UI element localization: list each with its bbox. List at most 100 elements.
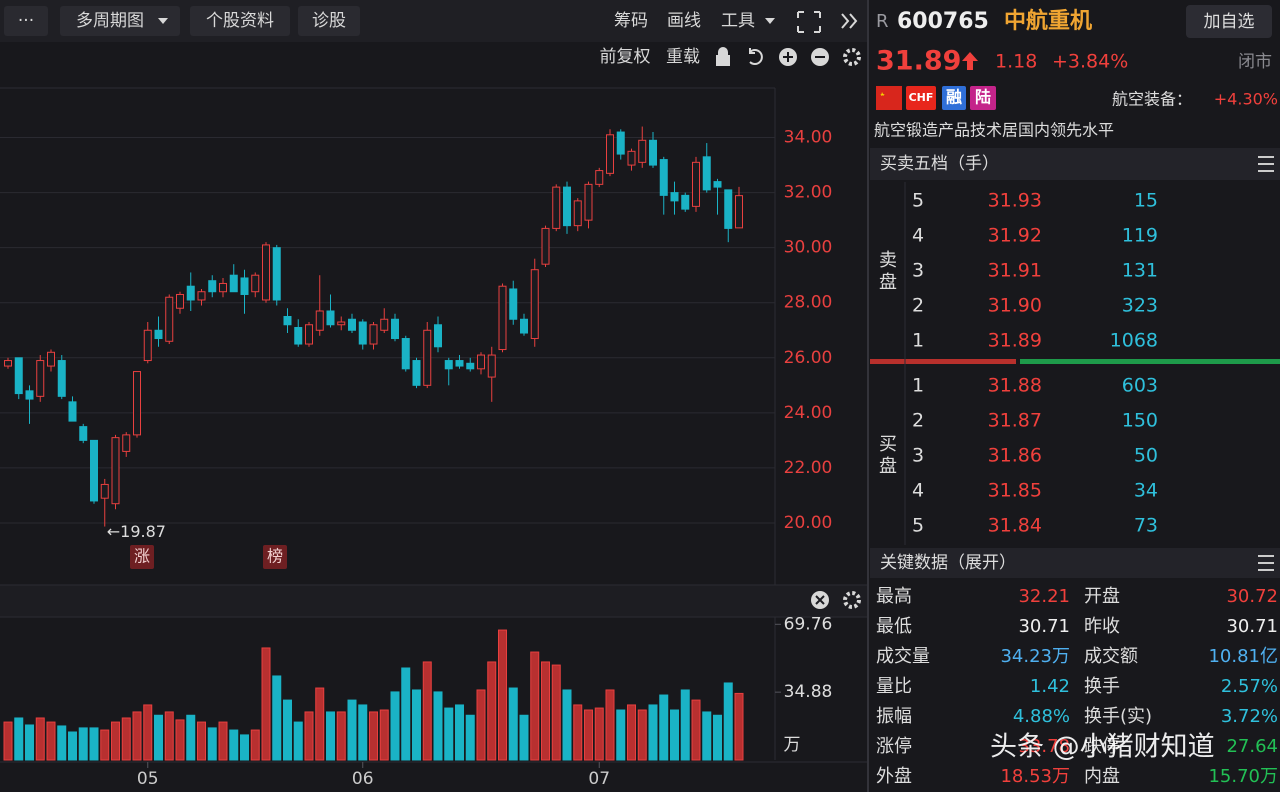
quote-price: 31.89 xyxy=(876,46,961,77)
volume-bar xyxy=(68,731,77,761)
candle-body xyxy=(240,277,249,295)
volume-bar xyxy=(164,711,174,761)
volume-bar xyxy=(261,647,271,761)
candle-body xyxy=(100,483,109,499)
volume: 34 xyxy=(1134,480,1158,502)
volume-bar xyxy=(616,709,626,761)
more-button[interactable] xyxy=(4,6,48,36)
watermark: 头条 @小猪财知道 xyxy=(990,732,1215,763)
key-label: 内盘 xyxy=(1084,766,1120,787)
keydata-header xyxy=(870,548,1280,578)
candle-body xyxy=(627,150,636,166)
volume-bar xyxy=(562,689,572,761)
volume-bar xyxy=(573,704,583,761)
add-watchlist-label: 加自选 xyxy=(1204,12,1255,32)
candle-body xyxy=(541,227,550,265)
unit-label: 万 xyxy=(784,735,801,755)
event-label: 榜 xyxy=(267,547,283,566)
volume-bar xyxy=(422,661,432,761)
adjust-button[interactable]: 前复权 xyxy=(600,47,651,67)
settings-icon[interactable] xyxy=(843,48,861,66)
volume-bar xyxy=(240,734,249,761)
menu-icon[interactable] xyxy=(1258,555,1274,571)
sector-name: 航空装备： xyxy=(1112,90,1192,109)
diagnose-button[interactable] xyxy=(298,6,360,36)
key-value: 2.57% xyxy=(1221,676,1278,697)
volume-bar xyxy=(530,651,540,761)
tag-badge xyxy=(970,86,996,110)
volume-bar xyxy=(250,729,260,761)
key-label: 最高 xyxy=(876,586,912,607)
draw-button[interactable]: 画线 xyxy=(667,11,701,31)
level: 3 xyxy=(912,445,924,467)
reload-button[interactable]: 重载 xyxy=(666,47,700,67)
zoom-in-glyph xyxy=(783,52,793,62)
diagnose-label: 诊股 xyxy=(312,11,346,31)
chips-button[interactable]: 筹码 xyxy=(614,11,648,31)
price: 31.89 xyxy=(988,330,1042,352)
settings-icon[interactable] xyxy=(843,591,861,609)
y-tick-label: 20.00 xyxy=(784,513,833,533)
level: 1 xyxy=(912,375,924,397)
add-watchlist-button[interactable] xyxy=(1186,5,1272,38)
volume-bar xyxy=(444,707,454,761)
collapse-icon[interactable] xyxy=(841,13,858,29)
candle-body xyxy=(208,280,217,293)
volume-bar xyxy=(347,699,357,761)
key-value: 18.53万 xyxy=(1000,766,1070,787)
chart-icons xyxy=(716,47,861,66)
volume-bar xyxy=(326,711,335,761)
key-value: 30.72 xyxy=(1226,586,1278,607)
y-tick-label: 32.00 xyxy=(784,183,833,203)
key-label: 涨停 xyxy=(876,736,912,757)
y-tick-label: 24.00 xyxy=(784,403,833,423)
volume-bar xyxy=(680,689,690,761)
lock-icon[interactable] xyxy=(716,47,730,66)
key-value: 34.23万 xyxy=(1000,646,1070,667)
tag-label: 陆 xyxy=(975,88,991,107)
candle-body xyxy=(272,247,281,301)
volume: 50 xyxy=(1134,445,1158,467)
key-value: 27.64 xyxy=(1226,736,1278,757)
period-label: 多周期图 xyxy=(76,11,144,31)
price: 31.87 xyxy=(988,410,1042,432)
period-button[interactable] xyxy=(60,6,180,36)
candle-body xyxy=(36,360,45,397)
volume-bar xyxy=(369,711,378,761)
price: 31.92 xyxy=(988,225,1042,247)
candle-body xyxy=(498,285,507,351)
volume-bar xyxy=(498,629,507,761)
candle-body xyxy=(477,354,485,370)
tag-label: 融 xyxy=(946,88,962,107)
candle-body xyxy=(423,329,432,386)
candle-body xyxy=(25,390,34,400)
candle-body xyxy=(713,181,722,188)
market-status: 闭市 xyxy=(1238,52,1272,72)
candle-body xyxy=(315,310,324,331)
profile-button[interactable] xyxy=(190,6,290,36)
tag-badge xyxy=(942,86,966,110)
key-value: 10.81亿 xyxy=(1208,646,1278,667)
volume-bar xyxy=(433,691,443,761)
tags: CHF 融陆 xyxy=(906,86,996,110)
volume-bar xyxy=(100,729,110,761)
key-value: 30.71 xyxy=(1018,616,1070,637)
volume-bar xyxy=(476,689,486,761)
candle-body xyxy=(455,360,464,367)
undo-icon[interactable] xyxy=(749,48,763,65)
level: 4 xyxy=(912,225,924,247)
volume-bar xyxy=(627,704,636,761)
flag-star xyxy=(880,92,885,96)
low-annotation: ←19.87 xyxy=(107,522,166,541)
tools-button[interactable]: 工具 xyxy=(721,11,755,31)
key-value: 15.70万 xyxy=(1208,766,1278,787)
y-tick-label: 22.00 xyxy=(784,458,833,478)
level: 3 xyxy=(912,260,924,282)
menu-icon[interactable] xyxy=(1258,156,1274,172)
china-flag xyxy=(876,86,902,110)
volume-bar xyxy=(541,661,550,761)
volume: 15 xyxy=(1134,190,1158,212)
price: 31.84 xyxy=(988,515,1042,537)
fullscreen-icon[interactable] xyxy=(797,11,821,33)
